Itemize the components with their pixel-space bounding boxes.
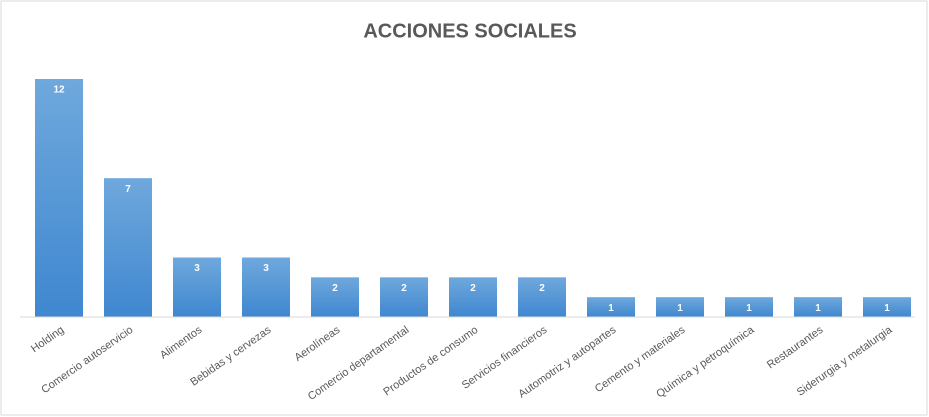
data-label: 1 xyxy=(746,303,752,314)
bar xyxy=(242,257,290,317)
bar xyxy=(863,297,911,317)
bar xyxy=(35,79,83,317)
data-label: 2 xyxy=(539,283,545,294)
data-label: 1 xyxy=(608,303,614,314)
bar xyxy=(449,277,497,317)
data-label: 7 xyxy=(125,184,131,195)
data-label: 3 xyxy=(263,263,269,274)
data-label: 1 xyxy=(677,303,683,314)
bar xyxy=(725,297,773,317)
data-label: 3 xyxy=(194,263,200,274)
data-label: 2 xyxy=(332,283,338,294)
bar xyxy=(518,277,566,317)
data-label: 1 xyxy=(815,303,821,314)
bar xyxy=(380,277,428,317)
bar xyxy=(656,297,704,317)
chart-title: ACCIONES SOCIALES xyxy=(363,20,576,42)
data-label: 12 xyxy=(53,85,65,96)
bar xyxy=(794,297,842,317)
bar xyxy=(173,257,221,317)
bar xyxy=(311,277,359,317)
data-label: 2 xyxy=(470,283,476,294)
bar xyxy=(587,297,635,317)
data-label: 2 xyxy=(401,283,407,294)
data-label: 1 xyxy=(884,303,890,314)
bar xyxy=(104,178,152,317)
